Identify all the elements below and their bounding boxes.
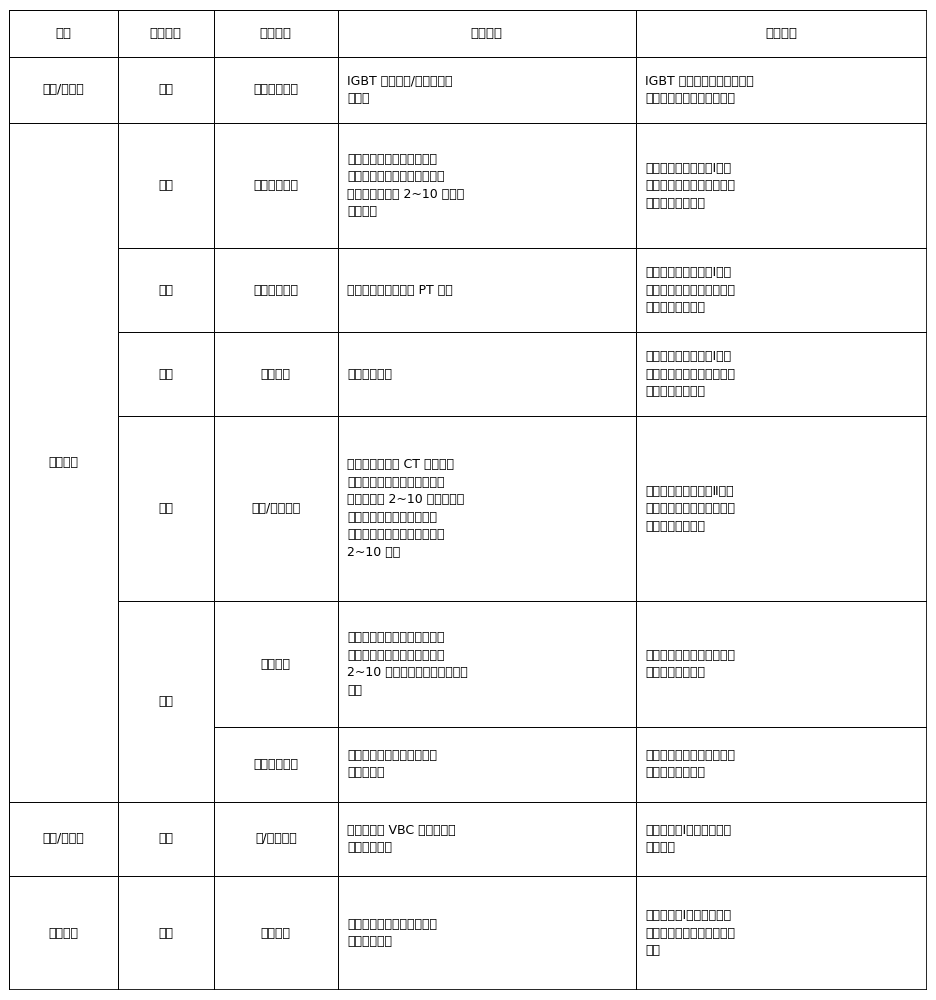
Bar (338, 10, 636, 57)
Bar (214, 248, 338, 332)
Bar (214, 10, 338, 57)
Text: 控制器采取保护措施Ⅰ，同
时将故障以开关节点和报文
的形式上报上位机: 控制器采取保护措施Ⅰ，同 时将故障以开关节点和报文 的形式上报上位机 (645, 162, 735, 210)
Bar (214, 332, 338, 416)
Bar (338, 416, 636, 601)
Text: 严重: 严重 (158, 83, 173, 96)
Text: 轻微: 轻微 (158, 368, 173, 381)
Bar (338, 57, 636, 123)
Text: 异常: 异常 (158, 695, 173, 708)
Text: 副边电流互感器 CT 检测到大
于交流保护电流设定值（额定
工作电流的 2~10 倍）的故障
电流；直流电流未超过设定
值（设定值为额定工作电流的
2~10 倍: 副边电流互感器 CT 检测到大 于交流保护电流设定值（额定 工作电流的 2~10… (347, 458, 464, 559)
Bar (214, 876, 338, 990)
Text: IGBT 自身检测/电流检测单
元判断: IGBT 自身检测/电流检测单 元判断 (347, 75, 452, 105)
Text: 严重: 严重 (158, 832, 173, 845)
Bar (636, 727, 927, 802)
Text: 判断条件: 判断条件 (471, 27, 503, 40)
Bar (636, 248, 927, 332)
Bar (338, 332, 636, 416)
Bar (118, 123, 214, 248)
Text: 阀侧对地短路: 阀侧对地短路 (254, 83, 299, 96)
Bar (118, 57, 214, 123)
Bar (338, 248, 636, 332)
Text: 通讯中断: 通讯中断 (261, 927, 291, 940)
Text: 严重: 严重 (158, 927, 173, 940)
Bar (636, 802, 927, 876)
Text: 严重程度: 严重程度 (150, 27, 182, 40)
Text: 单/双阀闭锁: 单/双阀闭锁 (255, 832, 297, 845)
Text: 按保护措施Ⅰ执行，闭锁阀
触发脉冲: 按保护措施Ⅰ执行，闭锁阀 触发脉冲 (645, 824, 731, 854)
Bar (636, 57, 927, 123)
Text: 控制器采取保护措施Ⅱ，同
时将故障以开关节点和报文
的形式上报上位机: 控制器采取保护措施Ⅱ，同 时将故障以开关节点和报文 的形式上报上位机 (645, 485, 735, 533)
Bar (338, 802, 636, 876)
Text: 设备报警，同时将异常以报
文形式上报上位机: 设备报警，同时将异常以报 文形式上报上位机 (645, 649, 735, 679)
Bar (214, 601, 338, 727)
Bar (118, 802, 214, 876)
Text: 严重: 严重 (158, 179, 173, 192)
Text: 快熔熔断: 快熔熔断 (261, 368, 291, 381)
Bar (9, 123, 118, 802)
Bar (118, 416, 214, 601)
Text: 桥臂/相间短路: 桥臂/相间短路 (251, 502, 300, 515)
Text: 直流输出短路: 直流输出短路 (254, 179, 299, 192)
Bar (338, 727, 636, 802)
Bar (338, 601, 636, 727)
Bar (214, 802, 338, 876)
Text: 辅助/试品阀: 辅助/试品阀 (43, 832, 84, 845)
Text: 保护方式: 保护方式 (766, 27, 797, 40)
Text: 控制器采取保护措施Ⅰ，同
时将故障以开关节点和报文
的形式上报上位机: 控制器采取保护措施Ⅰ，同 时将故障以开关节点和报文 的形式上报上位机 (645, 350, 735, 398)
Text: 控制电源中交流或者直流其
中之一掉电: 控制电源中交流或者直流其 中之一掉电 (347, 749, 437, 779)
Bar (214, 57, 338, 123)
Text: IGBT 驱动保护作主保护，主
控制器检测过流作后备保护: IGBT 驱动保护作主保护，主 控制器检测过流作后备保护 (645, 75, 753, 105)
Bar (118, 601, 214, 802)
Text: 阀基控制器 VBC 上报、电压
检测单元判断: 阀基控制器 VBC 上报、电压 检测单元判断 (347, 824, 456, 854)
Text: 桥臂开路: 桥臂开路 (261, 658, 291, 671)
Text: 严重: 严重 (158, 502, 173, 515)
Bar (636, 332, 927, 416)
Text: 电流检测单元检测到大于直
流保护电流设定值（设定值为
额定工作电流的 2~10 倍）的
故障电流: 电流检测单元检测到大于直 流保护电流设定值（设定值为 额定工作电流的 2~10 … (347, 153, 464, 218)
Text: 设备: 设备 (55, 27, 71, 40)
Text: 故障类型: 故障类型 (260, 27, 292, 40)
Text: 补能电源: 补能电源 (49, 456, 79, 469)
Text: 设备通过电压互感器 PT 判断: 设备通过电压互感器 PT 判断 (347, 284, 453, 297)
Text: 控制器采取保护措施Ⅰ，同
时将故障以开关节点和报文
的形式上报上位机: 控制器采取保护措施Ⅰ，同 时将故障以开关节点和报文 的形式上报上位机 (645, 266, 735, 314)
Text: 轻微: 轻微 (158, 284, 173, 297)
Bar (338, 876, 636, 990)
Text: 一次回路掉电: 一次回路掉电 (254, 284, 299, 297)
Text: 交流、直流电流均未超过设定
值（设定值为额定工作电流的
2~10 倍），三相电流出现不平
衡。: 交流、直流电流均未超过设定 值（设定值为额定工作电流的 2~10 倍），三相电流… (347, 631, 468, 697)
Bar (9, 876, 118, 990)
Bar (118, 10, 214, 57)
Bar (338, 123, 636, 248)
Bar (636, 601, 927, 727)
Text: 按保护措施Ⅰ执行，同时将
故障以开关节点形式上报上
位机: 按保护措施Ⅰ执行，同时将 故障以开关节点形式上报上 位机 (645, 909, 735, 957)
Bar (9, 10, 118, 57)
Bar (214, 123, 338, 248)
Bar (118, 332, 214, 416)
Bar (636, 416, 927, 601)
Bar (636, 876, 927, 990)
Text: 设备报警，同时将异常以报
文形式上报上位机: 设备报警，同时将异常以报 文形式上报上位机 (645, 749, 735, 779)
Text: 通讯线路: 通讯线路 (49, 927, 79, 940)
Text: 控制电源掉电: 控制电源掉电 (254, 758, 299, 771)
Bar (118, 248, 214, 332)
Text: 辅助/试品阀: 辅助/试品阀 (43, 83, 84, 96)
Bar (9, 802, 118, 876)
Text: 若干个周期未收到上位机下
发的巡检信号: 若干个周期未收到上位机下 发的巡检信号 (347, 918, 437, 948)
Bar (118, 876, 214, 990)
Text: 快熔节点监测: 快熔节点监测 (347, 368, 392, 381)
Bar (636, 10, 927, 57)
Bar (636, 123, 927, 248)
Bar (214, 416, 338, 601)
Bar (9, 57, 118, 123)
Bar (214, 727, 338, 802)
